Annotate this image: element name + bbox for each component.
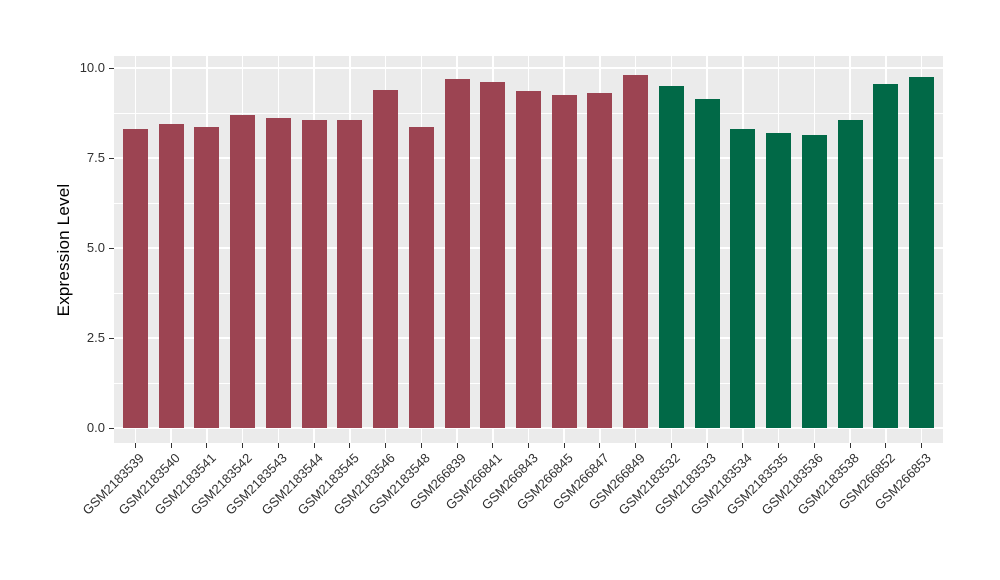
bar-GSM266853 — [909, 77, 935, 428]
bar-GSM2183534 — [730, 129, 756, 428]
x-tick-mark — [420, 443, 422, 448]
y-tick-mark — [109, 427, 114, 429]
x-tick-mark — [313, 443, 315, 448]
y-tick-mark — [109, 337, 114, 339]
x-tick-mark — [670, 443, 672, 448]
x-tick-mark — [885, 443, 887, 448]
bar-GSM2183533 — [694, 98, 720, 428]
y-tick-label: 2.5 — [86, 330, 105, 345]
x-tick-mark — [134, 443, 136, 448]
bar-GSM2183538 — [837, 120, 863, 428]
x-tick-mark — [778, 443, 780, 448]
y-tick-mark — [109, 67, 114, 69]
bar-GSM266843 — [516, 91, 541, 428]
x-tick-mark — [528, 443, 529, 448]
bar-GSM266845 — [551, 95, 577, 428]
bar-GSM2183548 — [408, 127, 434, 428]
bar-GSM2183535 — [766, 132, 792, 428]
bar-GSM2183540 — [158, 123, 184, 428]
bar-GSM2183543 — [265, 118, 291, 428]
bar-GSM266847 — [587, 93, 613, 428]
x-tick-mark — [170, 443, 172, 448]
bar-GSM266839 — [444, 78, 470, 428]
x-tick-mark — [706, 443, 708, 448]
y-tick-label: 5.0 — [86, 240, 105, 255]
x-tick-mark — [456, 443, 458, 448]
x-tick-mark — [742, 443, 744, 448]
x-tick-mark — [385, 443, 387, 448]
x-tick-mark — [277, 443, 279, 448]
bar-GSM2183542 — [230, 114, 256, 428]
x-tick-mark — [206, 443, 208, 448]
bar-GSM2183545 — [337, 120, 363, 428]
y-tick-label: 7.5 — [86, 150, 105, 165]
x-tick-mark — [242, 443, 244, 448]
y-tick-mark — [109, 247, 114, 249]
y-tick-label: 0.0 — [86, 420, 105, 435]
bar-GSM2183541 — [194, 127, 220, 428]
bar-GSM2183544 — [301, 120, 327, 428]
x-tick-mark — [599, 443, 601, 448]
x-tick-mark — [849, 443, 851, 448]
y-tick-mark — [109, 157, 114, 159]
bar-GSM266841 — [480, 82, 506, 428]
bar-GSM2183536 — [801, 134, 827, 428]
bar-GSM2183539 — [122, 129, 148, 428]
bar-GSM2183532 — [658, 86, 684, 428]
x-tick-mark — [563, 443, 565, 448]
x-tick-mark — [492, 443, 494, 448]
bar-GSM266849 — [623, 75, 649, 428]
x-tick-mark — [921, 443, 923, 448]
x-tick-mark — [349, 443, 351, 448]
bar-GSM2183546 — [373, 89, 399, 428]
x-tick-mark — [813, 443, 815, 448]
y-tick-label: 10.0 — [79, 60, 105, 75]
bar-GSM266852 — [873, 84, 899, 428]
x-tick-mark — [635, 443, 637, 448]
